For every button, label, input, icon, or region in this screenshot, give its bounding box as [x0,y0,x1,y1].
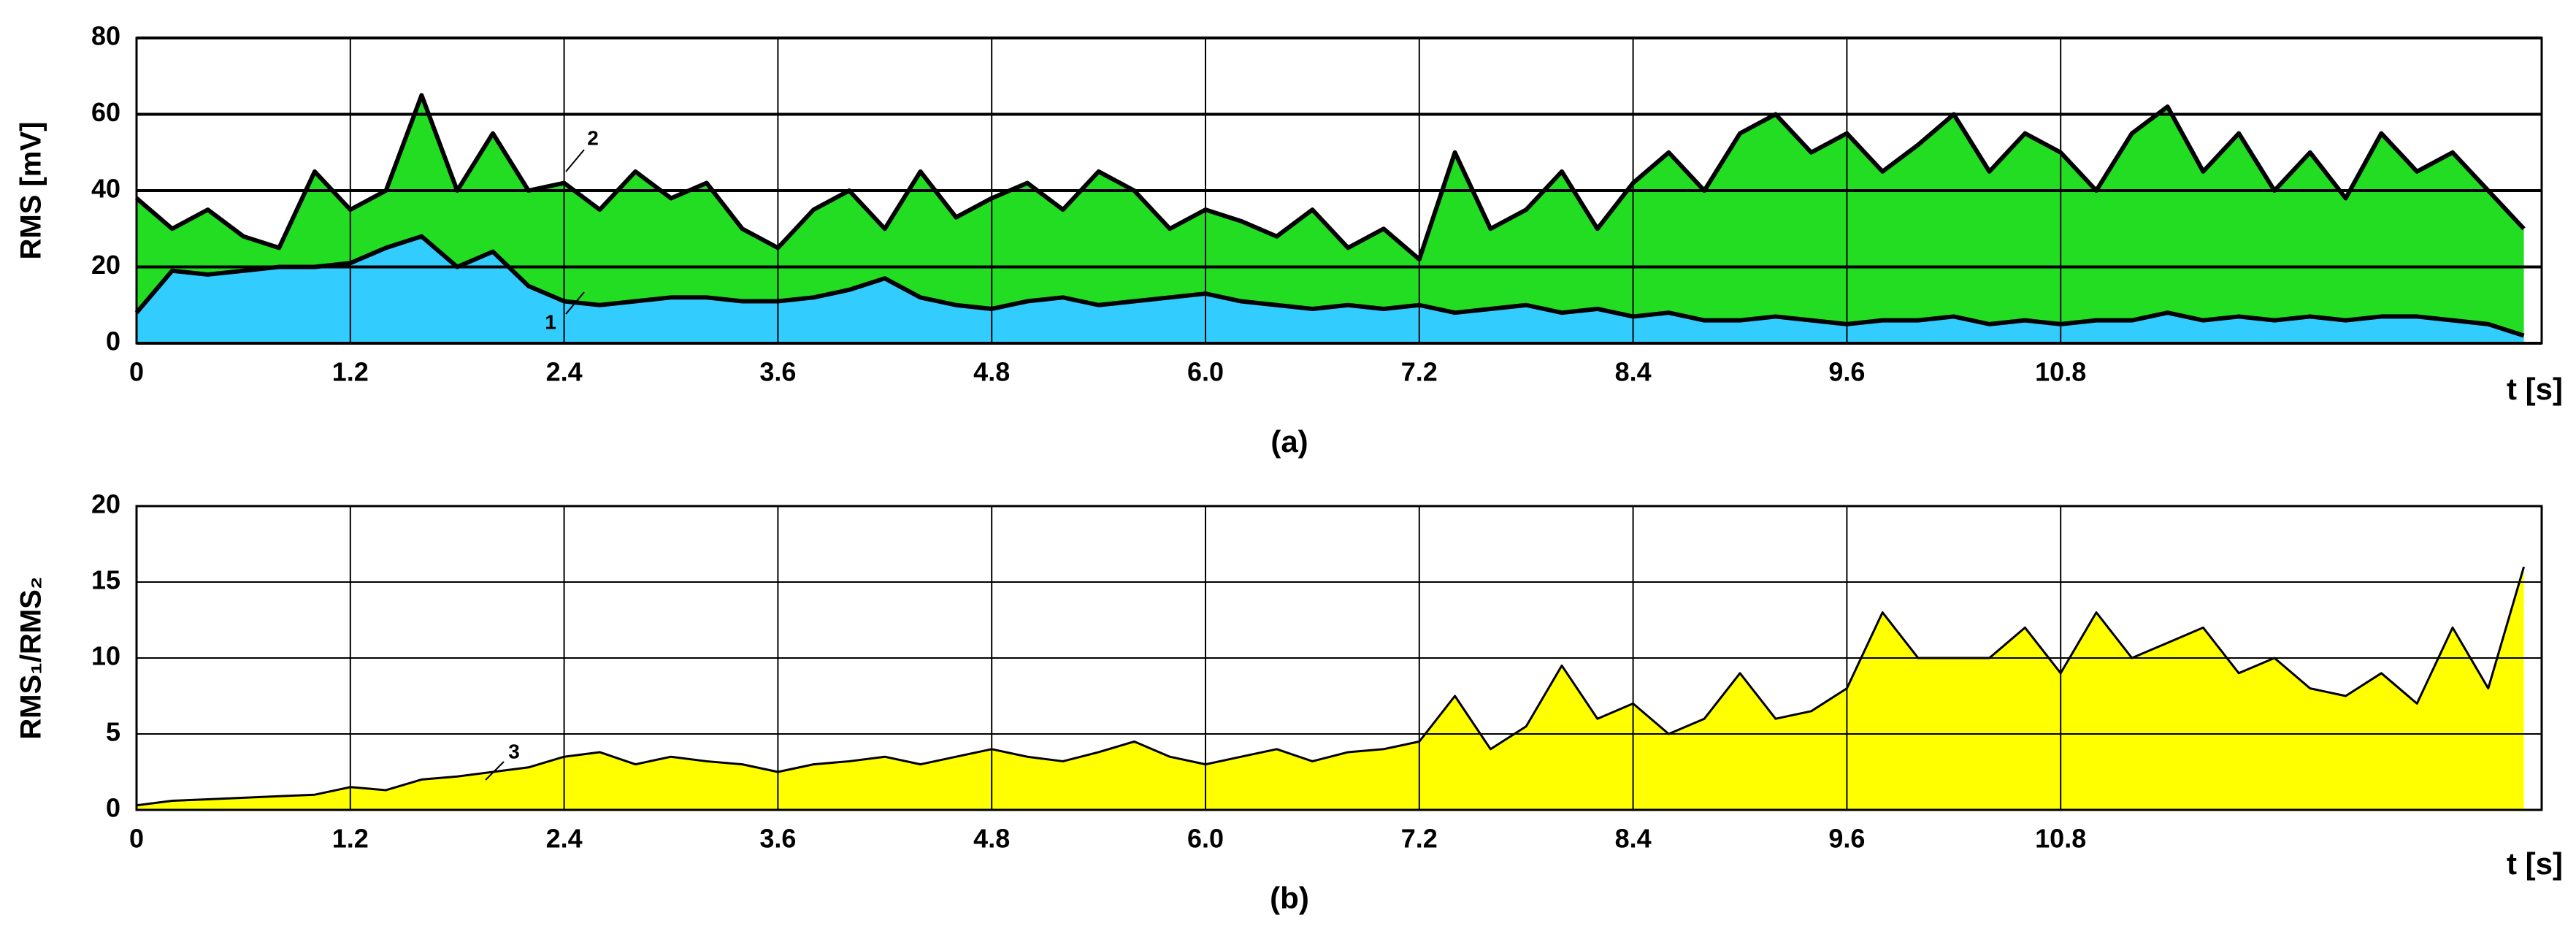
x-tick-label: 2.4 [546,357,583,387]
x-tick-label: 7.2 [1401,357,1438,387]
x-tick-label: 8.4 [1615,824,1652,854]
y-tick-label: 20 [91,489,120,519]
series-line [136,566,2526,807]
label-leader [565,149,585,172]
y-tick-label: 10 [91,641,120,671]
series-label: 2 [587,126,599,149]
series-line [135,93,2526,262]
x-tick-label: 6.0 [1187,824,1224,854]
y-axis-label: RMS₁/RMS₂ [15,576,47,739]
area-fill [137,236,2524,343]
series-line [134,234,2525,338]
x-tick-label: 10.8 [2035,824,2086,854]
label-leader [565,291,585,315]
x-tick-label: 8.4 [1615,357,1652,387]
label-leader [485,761,505,781]
x-tick-label: 1.2 [332,824,369,854]
x-tick-label: 6.0 [1187,357,1224,387]
x-tick-label: 9.6 [1828,357,1865,387]
x-tick-label: 3.6 [759,357,796,387]
x-axis-label: t [s] [2507,372,2563,406]
series-label: 1 [545,310,556,333]
y-tick-label: 0 [106,793,120,823]
y-tick-label: 60 [91,97,120,127]
x-tick-label: 7.2 [1401,824,1438,854]
y-tick-label: 80 [91,21,120,51]
x-tick-label: 3.6 [759,824,796,854]
y-tick-label: 5 [106,717,120,747]
area-fill [137,567,2524,810]
x-tick-label: 4.8 [973,824,1010,854]
y-tick-label: 0 [106,326,120,356]
panel-caption: (a) [1270,424,1308,459]
plot-frame [135,37,2543,345]
x-tick-label: 4.8 [973,357,1010,387]
x-tick-label: 2.4 [546,824,583,854]
y-tick-label: 40 [91,174,120,204]
y-tick-label: 15 [91,565,120,595]
series-label: 3 [508,740,520,762]
panel-caption: (b) [1270,881,1309,915]
x-tick-label: 0 [129,357,144,387]
x-tick-label: 9.6 [1828,824,1865,854]
area-fill [137,95,2524,343]
x-axis-label: t [s] [2507,846,2563,881]
x-tick-label: 10.8 [2035,357,2086,387]
y-axis-label: RMS [mV] [15,122,47,260]
y-tick-label: 20 [91,250,120,280]
x-tick-label: 0 [129,824,144,854]
plot-frame [135,505,2543,811]
x-tick-label: 1.2 [332,357,369,387]
